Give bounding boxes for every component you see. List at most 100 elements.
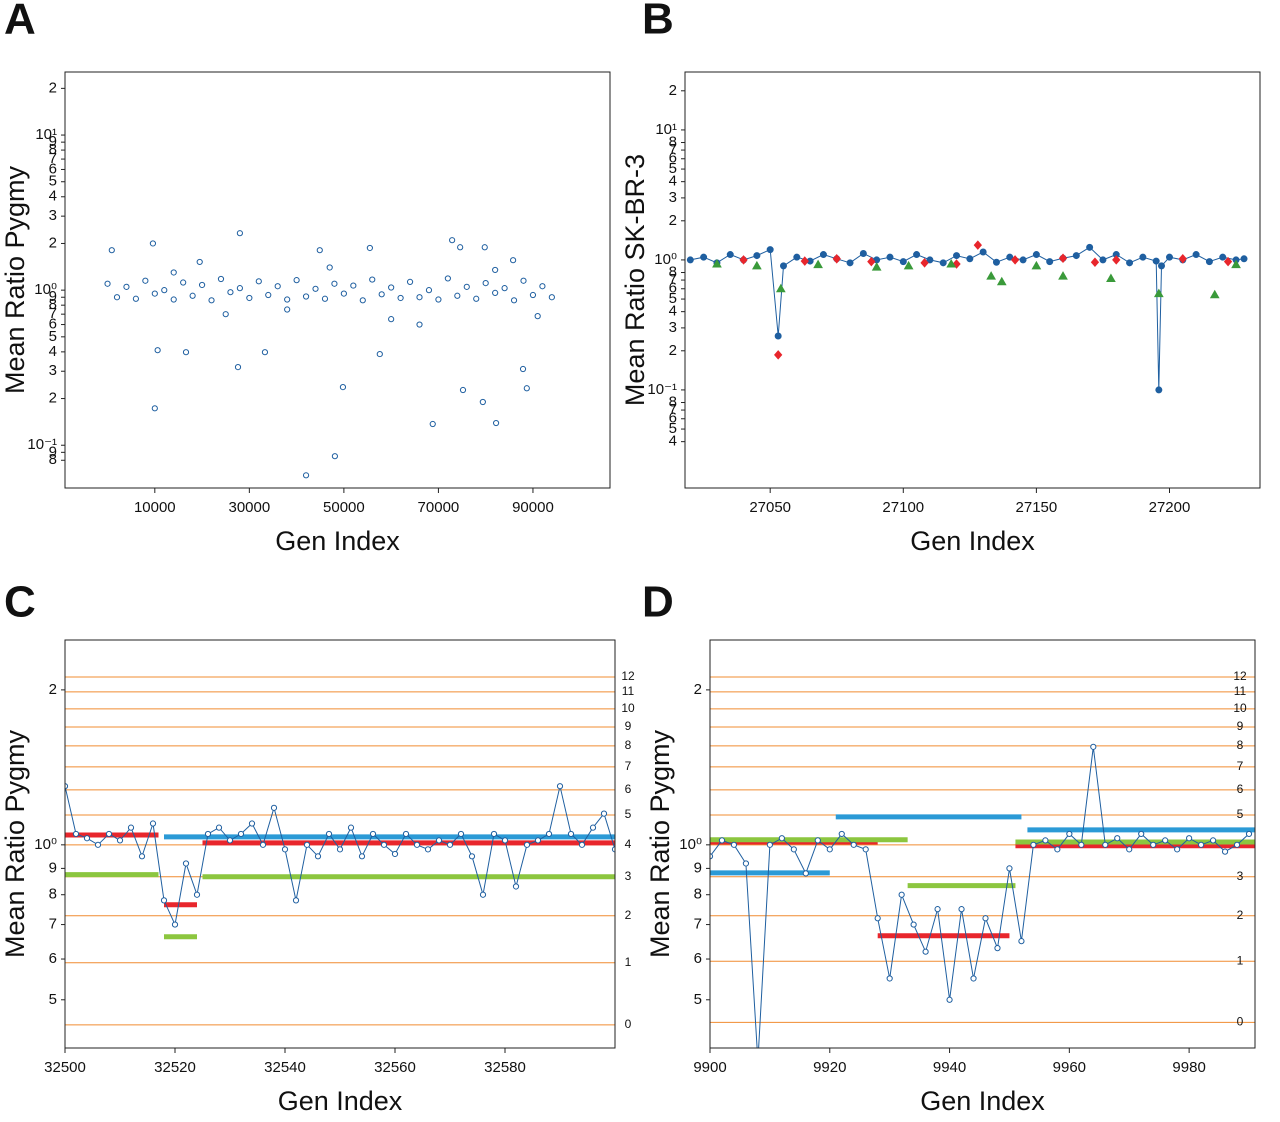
marker — [874, 915, 881, 922]
y-tick-label: 4 — [49, 188, 57, 205]
panel-letter: D — [642, 578, 674, 627]
marker — [846, 259, 854, 267]
marker — [774, 350, 783, 360]
marker — [459, 386, 467, 394]
copy-number-label: 8 — [1237, 738, 1244, 752]
plot-area — [710, 743, 1255, 1048]
y-tick-label: 10⁰ — [34, 281, 57, 298]
x-tick-label: 32560 — [374, 1059, 416, 1076]
marker — [886, 975, 893, 982]
copy-number-label: 6 — [1237, 782, 1244, 796]
y-tick-label: 9 — [49, 133, 57, 150]
marker — [973, 240, 982, 250]
plot-area — [65, 783, 615, 940]
marker — [479, 398, 486, 406]
marker — [752, 260, 762, 270]
marker — [314, 853, 322, 860]
marker — [358, 853, 366, 860]
marker — [473, 295, 480, 302]
marker — [490, 830, 498, 838]
marker — [1078, 841, 1085, 848]
marker — [946, 996, 953, 1003]
y-tick-label: 7 — [694, 916, 702, 933]
marker — [388, 284, 395, 291]
x-tick-label: 27150 — [1016, 499, 1058, 516]
x-tick-label: 27050 — [749, 499, 791, 516]
y-tick-label: 10⁰ — [679, 836, 702, 853]
marker — [336, 846, 344, 853]
marker — [248, 820, 256, 827]
marker — [435, 296, 442, 303]
marker — [1209, 837, 1217, 844]
marker — [523, 841, 531, 848]
marker — [982, 915, 989, 922]
marker — [742, 860, 750, 867]
y-tick-label: 7 — [669, 401, 677, 418]
y-tick-label: 9 — [694, 859, 702, 876]
copy-number-label: 7 — [625, 759, 632, 773]
marker — [953, 252, 961, 260]
marker — [108, 247, 115, 254]
y-axis-title: Mean Ratio Pygmy — [645, 729, 675, 958]
marker — [1106, 273, 1116, 282]
marker — [468, 853, 476, 860]
marker — [966, 255, 974, 263]
marker — [281, 846, 289, 853]
marker — [1066, 830, 1073, 838]
marker — [424, 846, 432, 853]
y-tick-label: 8 — [669, 263, 677, 280]
x-tick-label: 90000 — [512, 499, 554, 516]
marker — [611, 846, 615, 853]
copy-number-label: 1 — [625, 955, 632, 969]
marker — [510, 257, 517, 264]
marker — [444, 275, 451, 282]
marker — [520, 277, 527, 284]
marker — [217, 275, 225, 283]
marker — [1019, 256, 1027, 264]
marker — [1114, 835, 1121, 842]
marker — [1186, 835, 1193, 842]
y-tick-label: 6 — [694, 950, 702, 967]
marker — [958, 906, 965, 913]
panel-letter: A — [4, 0, 36, 44]
marker — [1139, 253, 1147, 261]
marker — [867, 256, 876, 267]
marker — [1245, 830, 1253, 838]
x-tick-label: 32540 — [264, 1059, 306, 1076]
marker — [170, 296, 177, 303]
x-axis-title: Gen Index — [278, 1086, 403, 1116]
marker — [369, 276, 376, 283]
marker — [94, 841, 102, 848]
marker — [1090, 743, 1097, 750]
marker — [814, 837, 821, 844]
marker — [578, 841, 586, 848]
marker — [149, 820, 157, 827]
x-tick-label: 9960 — [1053, 1059, 1086, 1076]
marker — [1223, 256, 1233, 267]
marker — [1072, 252, 1080, 260]
marker — [435, 837, 443, 844]
marker — [567, 830, 575, 838]
marker — [1010, 255, 1020, 265]
panel-letter: C — [4, 578, 36, 627]
marker — [123, 283, 130, 290]
marker — [83, 835, 91, 842]
marker — [151, 290, 158, 297]
marker — [1240, 255, 1248, 263]
y-tick-label: 2 — [49, 234, 57, 251]
marker — [265, 291, 272, 299]
marker — [154, 347, 161, 354]
plot-area — [686, 240, 1248, 394]
marker — [913, 251, 921, 259]
marker — [161, 287, 168, 294]
marker — [1221, 848, 1229, 855]
copy-number-label: 5 — [625, 807, 632, 821]
y-tick-label: 6 — [669, 410, 677, 427]
marker — [1209, 289, 1220, 299]
marker — [429, 420, 436, 428]
marker — [104, 280, 111, 287]
marker — [778, 835, 785, 842]
y-tick-label: 10⁻¹ — [647, 381, 677, 398]
marker — [149, 240, 157, 247]
y-tick-label: 8 — [49, 296, 57, 313]
